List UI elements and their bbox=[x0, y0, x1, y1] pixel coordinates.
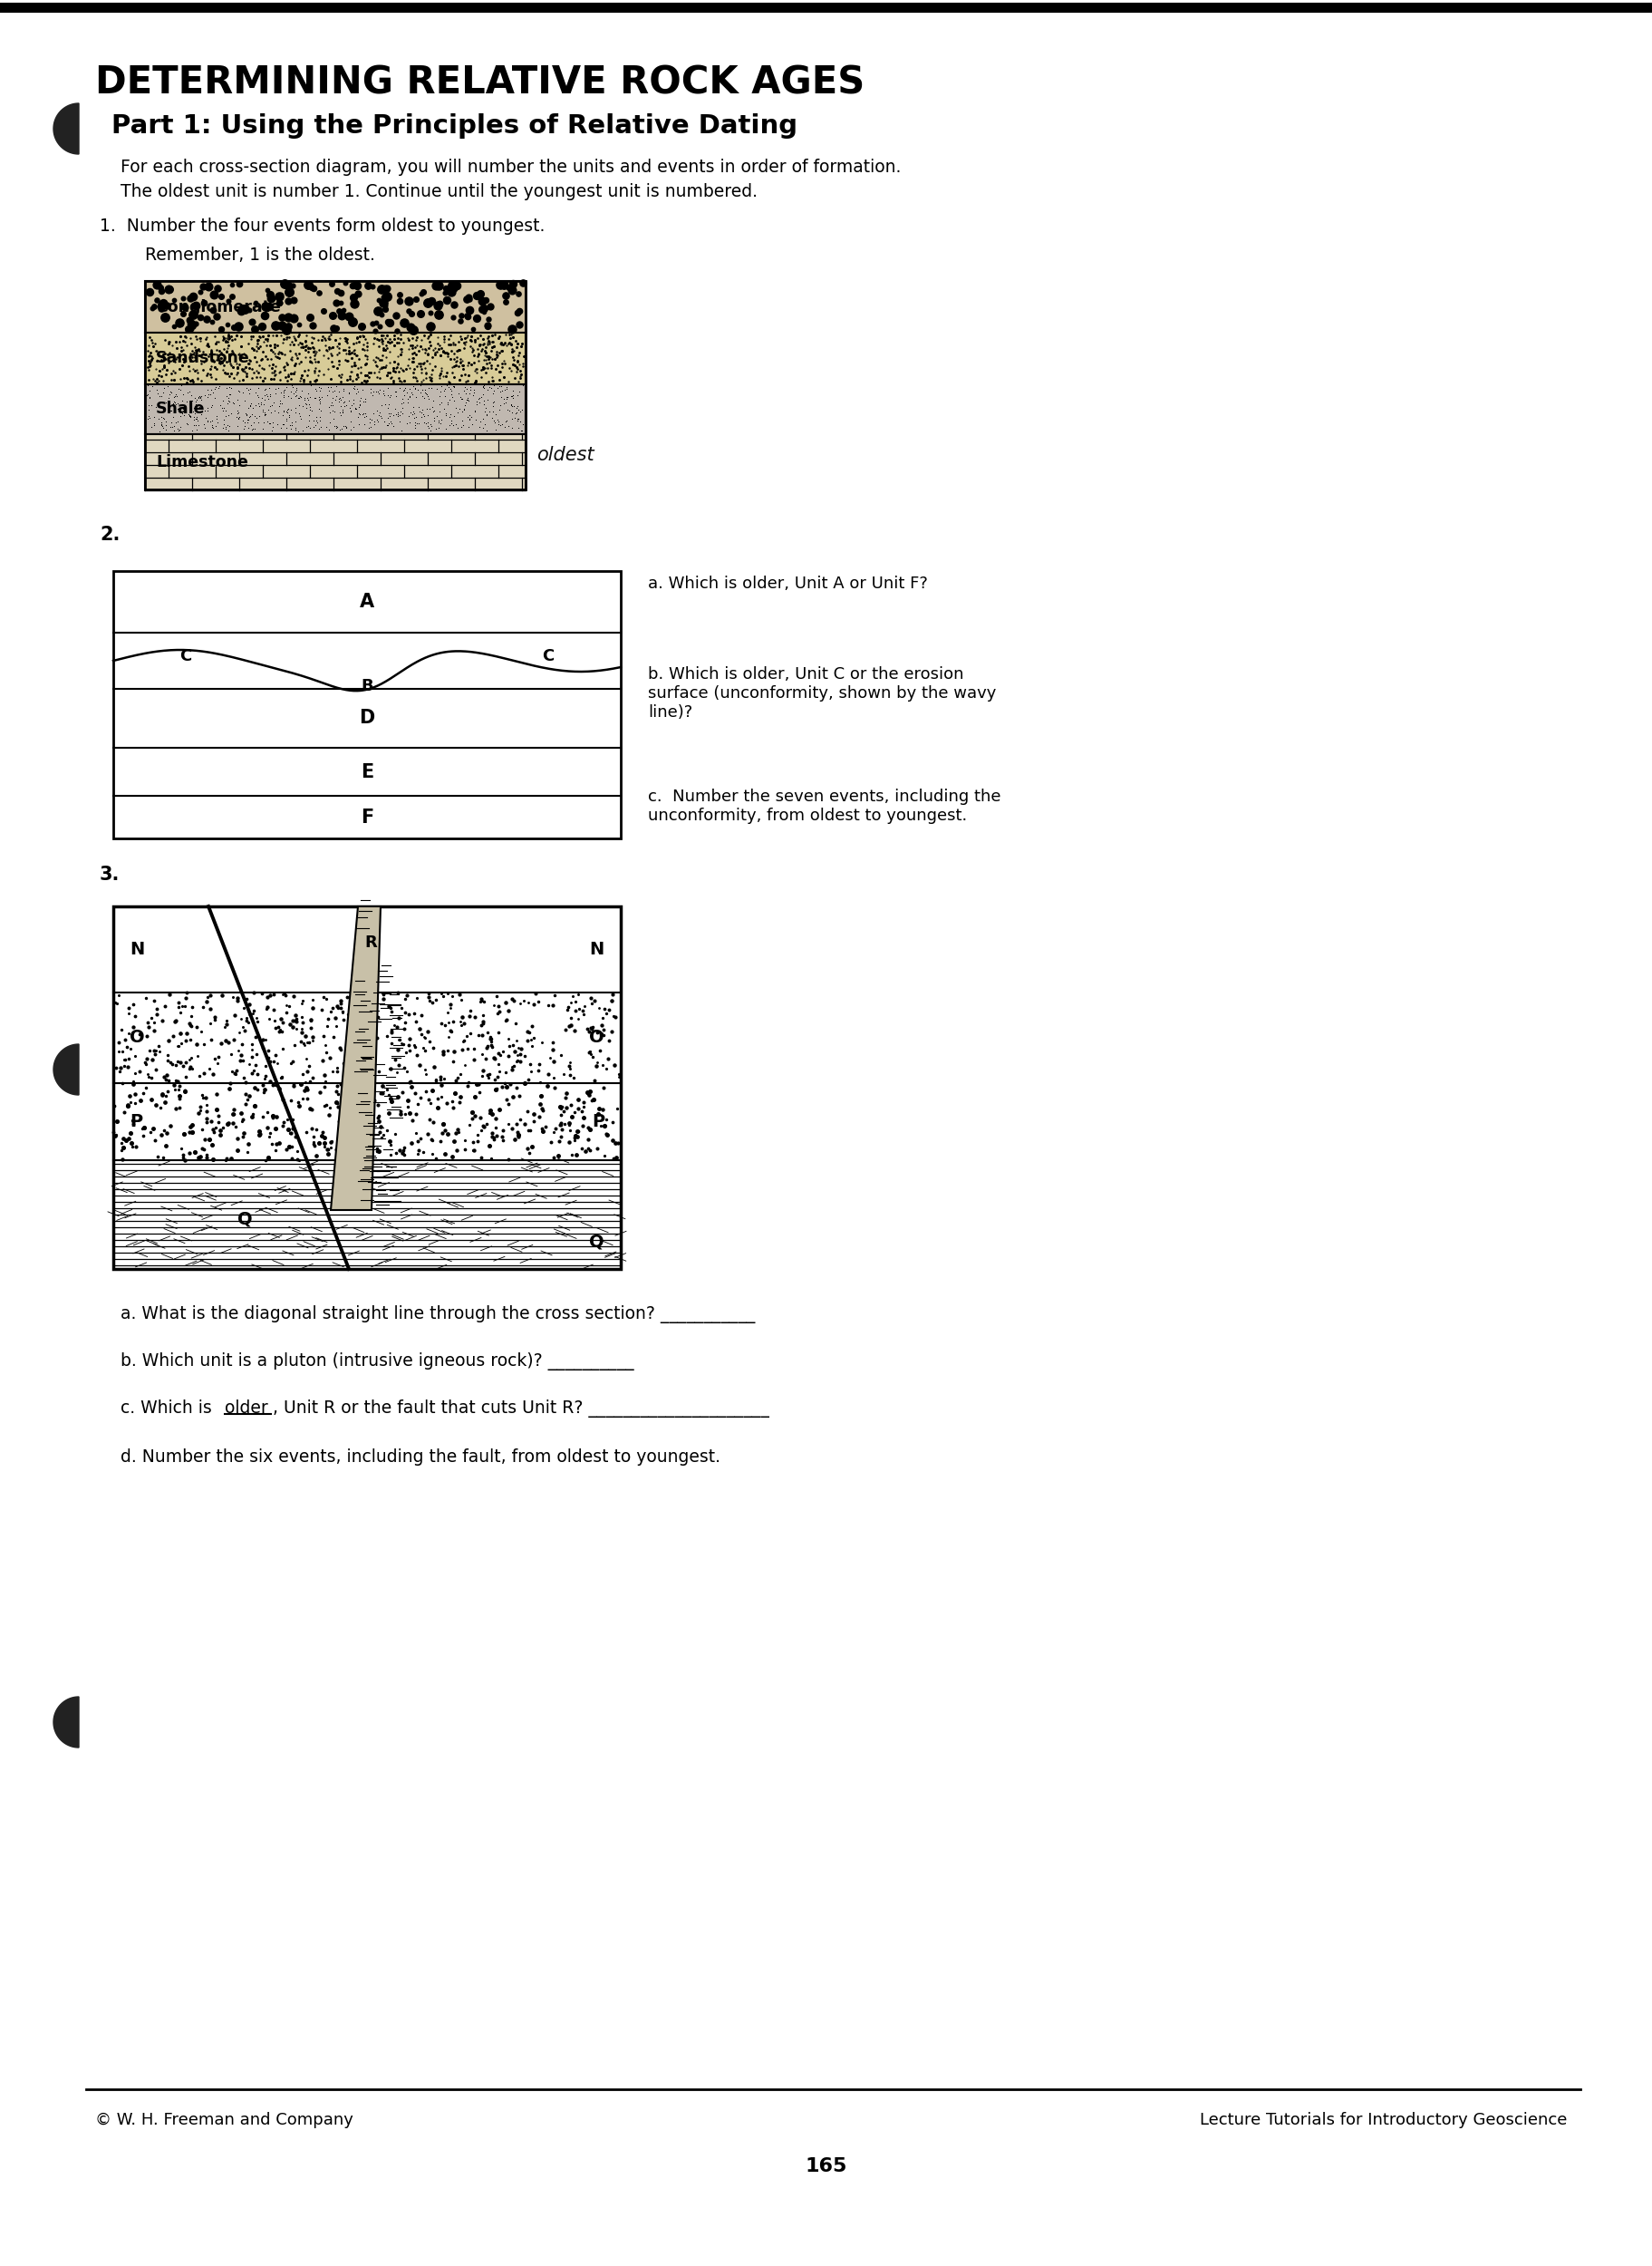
Text: Q: Q bbox=[590, 1233, 605, 1251]
Text: P: P bbox=[129, 1113, 142, 1131]
Text: , Unit R or the fault that cuts Unit R? _____________________: , Unit R or the fault that cuts Unit R? … bbox=[273, 1400, 768, 1419]
Text: B: B bbox=[360, 678, 373, 693]
Text: P: P bbox=[591, 1113, 605, 1131]
Text: oldest: oldest bbox=[537, 446, 593, 465]
Text: d. Number the six events, including the fault, from oldest to youngest.: d. Number the six events, including the … bbox=[121, 1448, 720, 1466]
Text: N: N bbox=[590, 940, 605, 959]
Bar bbox=[145, 281, 525, 489]
Text: C: C bbox=[180, 648, 192, 664]
Text: R: R bbox=[365, 934, 377, 952]
Polygon shape bbox=[53, 1697, 79, 1747]
Text: E: E bbox=[360, 764, 373, 782]
Bar bbox=[145, 281, 525, 333]
Text: O: O bbox=[129, 1029, 145, 1047]
Text: For each cross-section diagram, you will number the units and events in order of: For each cross-section diagram, you will… bbox=[121, 159, 900, 177]
Text: DETERMINING RELATIVE ROCK AGES: DETERMINING RELATIVE ROCK AGES bbox=[96, 63, 864, 102]
Text: 165: 165 bbox=[805, 2157, 847, 2175]
Polygon shape bbox=[53, 1045, 79, 1094]
Text: c.  Number the seven events, including the
unconformity, from oldest to youngest: c. Number the seven events, including th… bbox=[648, 789, 1001, 825]
Bar bbox=[145, 435, 525, 489]
Polygon shape bbox=[53, 104, 79, 154]
Text: a. Which is older, Unit A or Unit F?: a. Which is older, Unit A or Unit F? bbox=[648, 576, 927, 591]
Text: The oldest unit is number 1. Continue until the youngest unit is numbered.: The oldest unit is number 1. Continue un… bbox=[121, 184, 757, 199]
Text: Shale: Shale bbox=[155, 401, 205, 417]
Bar bbox=[114, 571, 621, 838]
Text: Part 1: Using the Principles of Relative Dating: Part 1: Using the Principles of Relative… bbox=[111, 113, 798, 138]
Bar bbox=[114, 906, 621, 1269]
Text: Limestone: Limestone bbox=[155, 453, 248, 471]
Polygon shape bbox=[330, 906, 380, 1210]
Text: b. Which is older, Unit C or the erosion
surface (unconformity, shown by the wav: b. Which is older, Unit C or the erosion… bbox=[648, 666, 996, 721]
Text: Lecture Tutorials for Introductory Geoscience: Lecture Tutorials for Introductory Geosc… bbox=[1199, 2112, 1566, 2128]
Text: Conglomerate: Conglomerate bbox=[155, 299, 281, 315]
Text: N: N bbox=[129, 940, 144, 959]
Text: 3.: 3. bbox=[99, 866, 121, 884]
Text: older: older bbox=[225, 1400, 268, 1416]
Text: O: O bbox=[590, 1029, 605, 1047]
Text: C: C bbox=[542, 648, 553, 664]
Text: 2.: 2. bbox=[99, 526, 121, 544]
Text: © W. H. Freeman and Company: © W. H. Freeman and Company bbox=[96, 2112, 354, 2128]
Text: 1.  Number the four events form oldest to youngest.: 1. Number the four events form oldest to… bbox=[99, 218, 545, 236]
Text: a. What is the diagonal straight line through the cross section? ___________: a. What is the diagonal straight line th… bbox=[121, 1305, 755, 1323]
Text: Remember, 1 is the oldest.: Remember, 1 is the oldest. bbox=[145, 247, 375, 263]
Text: A: A bbox=[360, 594, 373, 612]
Text: Q: Q bbox=[236, 1210, 253, 1228]
Bar bbox=[145, 385, 525, 435]
Text: Sandstone: Sandstone bbox=[155, 351, 249, 367]
Text: b. Which unit is a pluton (intrusive igneous rock)? __________: b. Which unit is a pluton (intrusive ign… bbox=[121, 1353, 634, 1371]
Text: D: D bbox=[358, 709, 375, 727]
Text: c. Which is: c. Which is bbox=[121, 1400, 216, 1416]
Bar bbox=[145, 333, 525, 385]
Text: F: F bbox=[360, 809, 373, 827]
